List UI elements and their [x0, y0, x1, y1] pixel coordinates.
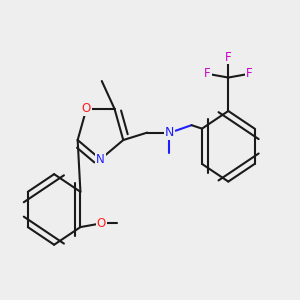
Text: F: F — [204, 67, 211, 80]
Text: N: N — [164, 126, 174, 139]
Text: O: O — [82, 102, 91, 116]
Text: F: F — [225, 51, 232, 64]
Text: F: F — [246, 67, 252, 80]
Text: N: N — [96, 153, 105, 166]
Text: O: O — [97, 217, 106, 230]
